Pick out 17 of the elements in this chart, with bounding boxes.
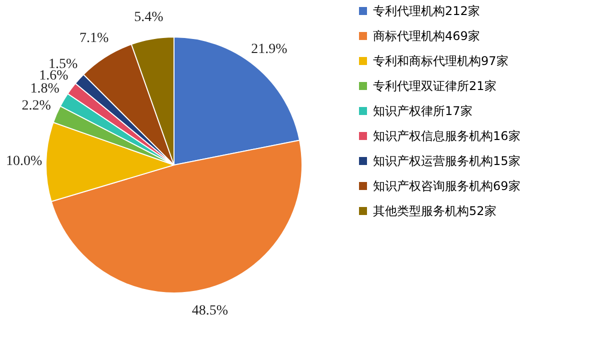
legend-label: 知识产权运营服务机构15家 [373, 154, 520, 168]
legend-label: 知识产权律所17家 [373, 104, 472, 118]
data-label: 1.8% [30, 82, 60, 97]
data-label: 10.0% [6, 154, 42, 170]
data-label: 48.5% [192, 304, 228, 319]
data-label: 1.6% [39, 68, 69, 84]
data-label: 7.1% [79, 31, 109, 46]
data-label: 21.9% [251, 42, 288, 58]
legend-label: 商标代理机构469家 [373, 29, 480, 43]
data-label: 2.2% [22, 98, 52, 114]
legend-label: 知识产权咨询服务机构69家 [373, 179, 520, 193]
legend-label: 知识产权信息服务机构16家 [373, 129, 520, 143]
data-label: 5.4% [134, 10, 164, 26]
legend-label: 专利和商标代理机构97家 [373, 54, 508, 68]
legend-label: 其他类型服务机构52家 [373, 204, 496, 218]
legend-label: 专利代理双证律所21家 [373, 79, 496, 93]
legend-label: 专利代理机构212家 [373, 4, 480, 18]
